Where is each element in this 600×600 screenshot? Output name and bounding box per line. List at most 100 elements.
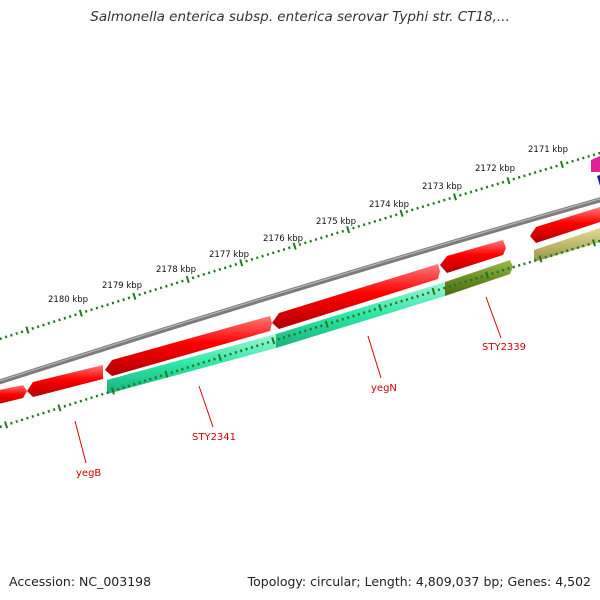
ruler-minor-tick bbox=[320, 236, 323, 240]
ruler-minor-tick bbox=[373, 219, 377, 223]
ruler-minor-tick bbox=[475, 276, 478, 280]
gene-forward-4[interactable] bbox=[272, 264, 440, 329]
ruler-major-tick bbox=[506, 177, 511, 185]
ruler-minor-tick bbox=[26, 416, 29, 420]
gene-blue-feature[interactable] bbox=[597, 175, 600, 186]
ruler-minor-tick bbox=[341, 317, 345, 321]
ruler-minor-tick bbox=[111, 301, 115, 305]
ruler-minor-tick bbox=[336, 319, 339, 323]
ruler-minor-tick bbox=[4, 335, 8, 339]
ruler-label: 2174 kbp bbox=[369, 200, 409, 210]
ruler-minor-tick bbox=[239, 349, 243, 353]
ruler-minor-tick bbox=[250, 345, 254, 349]
ruler-minor-tick bbox=[207, 359, 211, 363]
gene-forward-2[interactable] bbox=[27, 365, 103, 397]
ruler-minor-tick bbox=[52, 408, 56, 412]
gene-reverse-khaki[interactable] bbox=[534, 228, 600, 262]
ruler-major-tick bbox=[78, 309, 83, 317]
ruler-minor-tick bbox=[229, 352, 232, 356]
gene-label-yegN: yegN bbox=[371, 383, 397, 394]
ruler-label: 2173 kbp bbox=[422, 182, 462, 192]
ruler-major-tick bbox=[592, 239, 596, 247]
ruler-minor-tick bbox=[298, 330, 302, 335]
ruler-minor-tick bbox=[565, 161, 569, 165]
ruler-minor-tick bbox=[581, 244, 585, 248]
ruler-minor-tick bbox=[496, 182, 500, 186]
ruler-minor-tick bbox=[181, 279, 184, 283]
ruler-minor-tick bbox=[20, 330, 24, 334]
ruler-minor-tick bbox=[336, 231, 339, 235]
ruler-minor-tick bbox=[255, 344, 259, 348]
gene-forward-3[interactable] bbox=[105, 316, 272, 376]
ruler-minor-tick bbox=[122, 298, 125, 302]
ruler-major-tick bbox=[431, 287, 436, 295]
gene-yegB[interactable] bbox=[0, 385, 27, 406]
ruler-minor-tick bbox=[314, 238, 318, 241]
ruler-minor-tick bbox=[175, 281, 179, 285]
ruler-minor-tick bbox=[100, 392, 104, 396]
ruler-label: 2179 kbp bbox=[102, 281, 142, 291]
map-title: Salmonella enterica subsp. enterica sero… bbox=[90, 9, 510, 25]
ruler-minor-tick bbox=[245, 347, 248, 351]
ruler-minor-tick bbox=[357, 312, 361, 316]
ruler-minor-tick bbox=[437, 288, 441, 292]
ruler-minor-tick bbox=[346, 316, 350, 320]
ruler-minor-tick bbox=[213, 357, 216, 361]
ruler-minor-tick bbox=[496, 270, 500, 274]
ruler-minor-tick bbox=[84, 309, 88, 313]
ruler-minor-tick bbox=[36, 325, 40, 329]
ruler-minor-tick bbox=[378, 218, 382, 222]
ruler-minor-tick bbox=[581, 156, 585, 160]
ruler-minor-tick bbox=[74, 313, 77, 317]
gene-label-yegB: yegB bbox=[76, 468, 101, 479]
gene-STY2339[interactable] bbox=[445, 260, 513, 296]
ruler-minor-tick bbox=[368, 221, 371, 225]
ruler-minor-tick bbox=[544, 255, 548, 259]
ruler-minor-tick bbox=[298, 242, 302, 247]
gene-forward-5[interactable] bbox=[440, 240, 506, 273]
ruler-minor-tick bbox=[15, 419, 19, 424]
gene-forward-6[interactable] bbox=[530, 207, 600, 243]
ruler-minor-tick bbox=[165, 284, 168, 288]
genome-backbone-highlight bbox=[0, 198, 600, 382]
ruler-minor-tick bbox=[555, 164, 558, 168]
ruler-minor-tick bbox=[127, 296, 131, 300]
ruler-minor-tick bbox=[469, 278, 473, 282]
ruler-minor-tick bbox=[464, 192, 468, 196]
gene-label-STY2341: STY2341 bbox=[192, 432, 236, 443]
ruler-minor-tick bbox=[79, 399, 83, 403]
ruler-minor-tick bbox=[448, 197, 451, 200]
ruler-minor-tick bbox=[416, 206, 419, 210]
forward-strand-genes bbox=[0, 207, 600, 406]
ruler-minor-tick bbox=[106, 303, 109, 307]
ruler-minor-tick bbox=[277, 249, 280, 253]
ruler-minor-tick bbox=[0, 337, 3, 341]
ruler-minor-tick bbox=[143, 291, 147, 295]
ruler-minor-tick bbox=[250, 257, 254, 261]
ruler-minor-tick bbox=[469, 190, 473, 194]
ruler-minor-tick bbox=[555, 252, 558, 256]
leader-yegN bbox=[367, 335, 382, 379]
ruler-minor-tick bbox=[400, 299, 403, 303]
ruler-minor-tick bbox=[271, 251, 275, 255]
ruler-minor-tick bbox=[15, 331, 19, 336]
ruler-major-tick bbox=[271, 337, 276, 345]
ruler-minor-tick bbox=[143, 379, 147, 383]
ruler-minor-tick bbox=[362, 223, 366, 227]
gene-yegN[interactable] bbox=[276, 282, 445, 348]
ruler-minor-tick bbox=[282, 336, 286, 339]
ruler-label: 2178 kbp bbox=[156, 265, 196, 275]
ruler-minor-tick bbox=[191, 364, 195, 368]
accession-label: Accession: NC_003198 bbox=[9, 574, 152, 589]
gene-magenta-feature[interactable] bbox=[591, 156, 600, 172]
inner-ruler-minor-ticks bbox=[0, 239, 600, 429]
ruler-minor-tick bbox=[186, 366, 190, 369]
ruler-minor-tick bbox=[480, 187, 484, 191]
ruler-minor-tick bbox=[314, 326, 318, 329]
ruler-major-tick bbox=[485, 271, 490, 279]
outer-ruler-minor-ticks bbox=[0, 151, 600, 341]
ruler-minor-tick bbox=[491, 272, 494, 275]
ruler-minor-tick bbox=[42, 323, 45, 327]
ruler-minor-tick bbox=[426, 291, 430, 295]
